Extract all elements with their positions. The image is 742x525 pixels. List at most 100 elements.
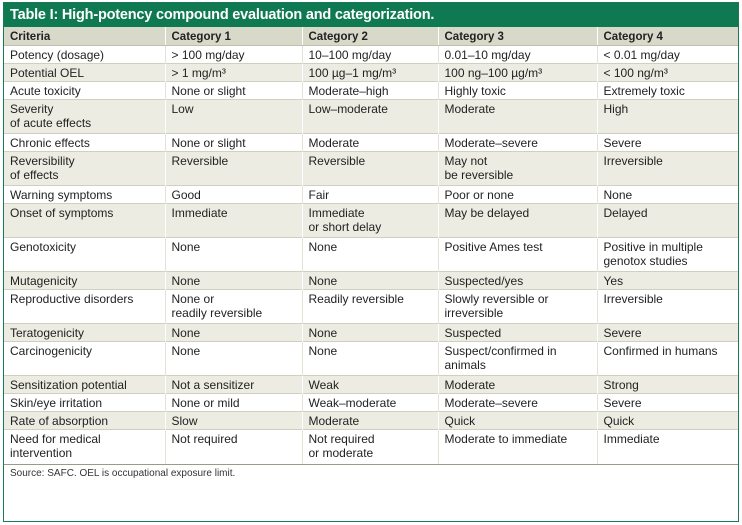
criteria-cell: Onset of symptoms	[4, 203, 165, 238]
cell-text: 10–100 mg/day	[308, 48, 392, 62]
table-row: Reversibility of effects Reversible Revers…	[4, 151, 738, 186]
category-3-cell: Moderate	[437, 375, 597, 394]
cell-text: > 100 mg/day	[171, 48, 245, 62]
cell-text: Reversible	[171, 154, 229, 168]
cell-text: Carcinogenicity	[10, 344, 93, 358]
category-4-cell: Quick	[596, 411, 738, 430]
table-row: Need for medical intervention Not require…	[4, 429, 738, 464]
cell-text: Potential OEL	[10, 66, 85, 80]
criteria-cell: Genotoxicity	[4, 237, 165, 272]
table-body: Potency (dosage) > 100 mg/day 10–100 mg/da…	[4, 45, 738, 464]
criteria-cell: Warning symptoms	[4, 185, 165, 204]
cell-text: Reversible	[308, 154, 366, 168]
category-4-cell: None	[596, 185, 738, 204]
cell-text: Weak	[308, 378, 339, 392]
source-note: Source: SAFC. OEL is occupational exposu…	[4, 463, 738, 485]
criteria-cell: Acute toxicity	[4, 81, 165, 100]
table-row: Acute toxicity None or slight Moderate–hig…	[4, 81, 738, 100]
category-2-cell: Weak	[301, 375, 438, 394]
cell-text: Suspect/confirmed in animals	[444, 344, 557, 372]
table-row: Sensitization potential Not a sensitizer W…	[4, 375, 738, 394]
cell-text: High	[603, 102, 629, 116]
category-2-cell: Moderate	[301, 133, 438, 152]
cell-text: Weak–moderate	[308, 396, 397, 410]
cell-text: < 0.01 mg/day	[603, 48, 680, 62]
cell-text: Moderate–high	[308, 84, 389, 98]
cell-text: Teratogenicity	[10, 326, 85, 340]
category-4-cell: Extremely toxic	[596, 81, 738, 100]
cell-text: None	[308, 344, 338, 358]
criteria-cell: Mutagenicity	[4, 271, 165, 290]
cell-text: May be delayed	[444, 206, 530, 220]
cell-text: Potency (dosage)	[10, 48, 105, 62]
category-4-cell: Severe	[596, 393, 738, 412]
cell-text: Highly toxic	[444, 84, 506, 98]
cell-text: Suspected	[444, 326, 502, 340]
criteria-cell: Severity of acute effects	[4, 99, 165, 134]
cell-text: Severe	[603, 326, 642, 340]
category-1-cell: None or slight	[164, 81, 302, 100]
table-row: Carcinogenicity None None Suspect/confirmed…	[4, 341, 738, 376]
category-2-cell: 100 µg–1 mg/m³	[301, 63, 438, 82]
cell-text: May not be reversible	[444, 154, 514, 182]
table-row: Onset of symptoms Immediate Immediate or s…	[4, 203, 738, 238]
cell-text: Moderate	[308, 414, 360, 428]
cell-text: < 100 ng/m³	[603, 66, 668, 80]
category-4-cell: Yes	[596, 271, 738, 290]
table-row: Potential OEL > 1 mg/m³ 100 µg–1 mg/m³ 100 …	[4, 63, 738, 82]
category-2-cell: None	[301, 341, 438, 376]
cell-text: None or readily reversible	[171, 292, 263, 320]
table-row: Genotoxicity None None Positive Ames test Po…	[4, 237, 738, 272]
table-row: Potency (dosage) > 100 mg/day 10–100 mg/da…	[4, 45, 738, 64]
cell-text: Yes	[603, 274, 624, 288]
category-1-cell: Low	[164, 99, 302, 134]
cell-text: Low	[171, 102, 194, 116]
category-3-cell: Suspected/yes	[437, 271, 597, 290]
cell-text: Positive in multiple genotox studies	[603, 240, 703, 268]
cell-text: None	[308, 326, 338, 340]
table-row: Teratogenicity None None Suspected Severe	[4, 323, 738, 342]
cell-text: Readily reversible	[308, 292, 404, 306]
category-3-cell: Quick	[437, 411, 597, 430]
cell-text: Moderate	[308, 136, 360, 150]
cell-text: None or slight	[171, 136, 246, 150]
cell-text: Moderate–severe	[444, 396, 538, 410]
header-row: Criteria Category 1 Category 2 Category …	[4, 27, 738, 46]
cell-text: Positive Ames test	[444, 240, 543, 254]
cell-text: None	[171, 240, 201, 254]
cell-text: None or mild	[171, 396, 240, 410]
criteria-cell: Carcinogenicity	[4, 341, 165, 376]
criteria-cell: Chronic effects	[4, 133, 165, 152]
category-2-cell: Fair	[301, 185, 438, 204]
cell-text: Moderate–severe	[444, 136, 538, 150]
cell-text: None	[308, 274, 338, 288]
cell-text: Reversibility of effects	[10, 154, 75, 182]
category-1-cell: None	[164, 323, 302, 342]
category-4-cell: Irreversible	[596, 289, 738, 324]
header-category-4: Category 4	[596, 27, 738, 46]
header-criteria: Criteria	[4, 27, 165, 46]
criteria-cell: Sensitization potential	[4, 375, 165, 394]
category-2-cell: Reversible	[301, 151, 438, 186]
criteria-cell: Need for medical intervention	[4, 429, 165, 464]
category-4-cell: Confirmed in humans	[596, 341, 738, 376]
category-3-cell: Positive Ames test	[437, 237, 597, 272]
cell-text: Mutagenicity	[10, 274, 78, 288]
cell-text: Immediate or short delay	[308, 206, 382, 234]
category-2-cell: Readily reversible	[301, 289, 438, 324]
category-4-cell: < 0.01 mg/day	[596, 45, 738, 64]
category-1-cell: Immediate	[164, 203, 302, 238]
cell-text: Poor or none	[444, 188, 514, 202]
cell-text: Delayed	[603, 206, 648, 220]
category-1-cell: None or mild	[164, 393, 302, 412]
criteria-cell: Reproductive disorders	[4, 289, 165, 324]
category-4-cell: Severe	[596, 133, 738, 152]
table-row: Reproductive disorders None or readily re…	[4, 289, 738, 324]
cell-text: Slowly reversible or irreversible	[444, 292, 549, 320]
cell-text: 100 µg–1 mg/m³	[308, 66, 397, 80]
cell-text: Warning symptoms	[10, 188, 113, 202]
category-4-cell: Severe	[596, 323, 738, 342]
cell-text: Sensitization potential	[10, 378, 127, 392]
cell-text: 0.01–10 mg/day	[444, 48, 531, 62]
criteria-cell: Reversibility of effects	[4, 151, 165, 186]
